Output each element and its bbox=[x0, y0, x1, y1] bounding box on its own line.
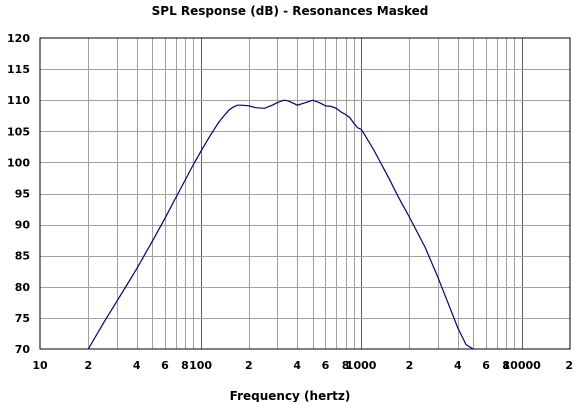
x-tick-label: 6 bbox=[161, 359, 169, 372]
y-axis-ticks: 70 75 80 85 90 95 100 105 110 115 120 bbox=[7, 32, 30, 356]
y-tick-label: 90 bbox=[15, 219, 31, 232]
x-tick-label: 8 bbox=[342, 359, 350, 372]
y-tick-label: 120 bbox=[7, 32, 30, 45]
plot-frame bbox=[39, 37, 571, 350]
x-tick-label: 6 bbox=[322, 359, 330, 372]
y-tick-label: 100 bbox=[7, 156, 30, 169]
x-tick-label: 10000 bbox=[503, 359, 542, 372]
x-axis-label: Frequency (hertz) bbox=[230, 389, 351, 402]
y-tick-label: 115 bbox=[7, 63, 30, 76]
x-tick-label: 2 bbox=[85, 359, 93, 372]
x-tick-label: 2 bbox=[565, 359, 573, 372]
x-tick-label: 4 bbox=[293, 359, 301, 372]
y-tick-label: 110 bbox=[7, 94, 30, 107]
chart-title: SPL Response (dB) - Resonances Masked bbox=[152, 4, 429, 18]
y-tick-label: 95 bbox=[15, 188, 30, 201]
x-tick-label: 8 bbox=[502, 359, 510, 372]
x-tick-label: 4 bbox=[454, 359, 462, 372]
y-tick-label: 85 bbox=[15, 250, 30, 263]
x-tick-label: 2 bbox=[245, 359, 253, 372]
y-tick-label: 80 bbox=[15, 281, 31, 294]
x-tick-label: 1000 bbox=[346, 359, 377, 372]
grid-lines bbox=[40, 38, 570, 349]
x-tick-label: 6 bbox=[482, 359, 490, 372]
x-tick-label: 100 bbox=[189, 359, 212, 372]
x-tick-label: 10 bbox=[32, 359, 48, 372]
x-tick-label: 2 bbox=[406, 359, 414, 372]
x-tick-label: 4 bbox=[133, 359, 141, 372]
y-tick-label: 105 bbox=[7, 125, 30, 138]
spl-response-line bbox=[87, 99, 474, 350]
x-tick-label: 8 bbox=[181, 359, 189, 372]
y-tick-label: 70 bbox=[15, 343, 31, 356]
y-tick-label: 75 bbox=[15, 312, 30, 325]
